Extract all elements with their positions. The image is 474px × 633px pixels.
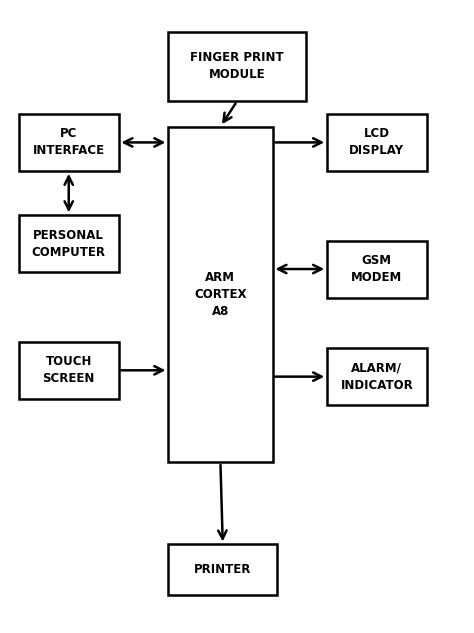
Text: PC
INTERFACE: PC INTERFACE [33,127,105,158]
Bar [19,114,118,171]
Bar [168,127,273,462]
Bar [327,348,427,405]
Text: ALARM/
INDICATOR: ALARM/ INDICATOR [340,361,413,392]
Bar [168,544,277,595]
Bar [19,342,118,399]
Text: PERSONAL
COMPUTER: PERSONAL COMPUTER [32,229,106,259]
Text: GSM
MODEM: GSM MODEM [351,254,402,284]
Bar [327,114,427,171]
Bar [168,32,306,101]
Text: ARM
CORTEX
A8: ARM CORTEX A8 [194,271,246,318]
Bar [19,215,118,272]
Text: TOUCH
SCREEN: TOUCH SCREEN [43,355,95,385]
Bar [327,241,427,298]
Text: LCD
DISPLAY: LCD DISPLAY [349,127,404,158]
Text: FINGER PRINT
MODULE: FINGER PRINT MODULE [190,51,284,82]
Text: PRINTER: PRINTER [194,563,252,576]
